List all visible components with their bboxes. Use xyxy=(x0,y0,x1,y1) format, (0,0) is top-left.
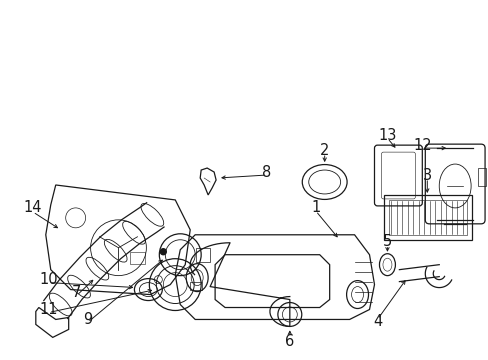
Bar xyxy=(388,200,466,235)
Bar xyxy=(196,248,210,262)
Bar xyxy=(190,282,202,289)
Text: 13: 13 xyxy=(378,128,396,143)
Text: 3: 3 xyxy=(422,167,431,183)
Text: 5: 5 xyxy=(382,234,391,249)
Text: 12: 12 xyxy=(412,138,431,153)
Text: 2: 2 xyxy=(319,143,329,158)
Bar xyxy=(384,195,471,240)
Text: 11: 11 xyxy=(40,302,58,317)
Text: 9: 9 xyxy=(83,312,92,327)
Text: 6: 6 xyxy=(285,334,294,349)
Text: 7: 7 xyxy=(72,285,81,300)
Text: 10: 10 xyxy=(40,272,58,287)
Bar xyxy=(477,168,485,186)
Bar xyxy=(130,252,145,264)
Text: 8: 8 xyxy=(262,165,271,180)
Text: 14: 14 xyxy=(23,201,42,215)
Text: 4: 4 xyxy=(372,314,381,329)
Circle shape xyxy=(160,249,166,255)
Text: 1: 1 xyxy=(310,201,320,215)
Polygon shape xyxy=(200,168,216,195)
